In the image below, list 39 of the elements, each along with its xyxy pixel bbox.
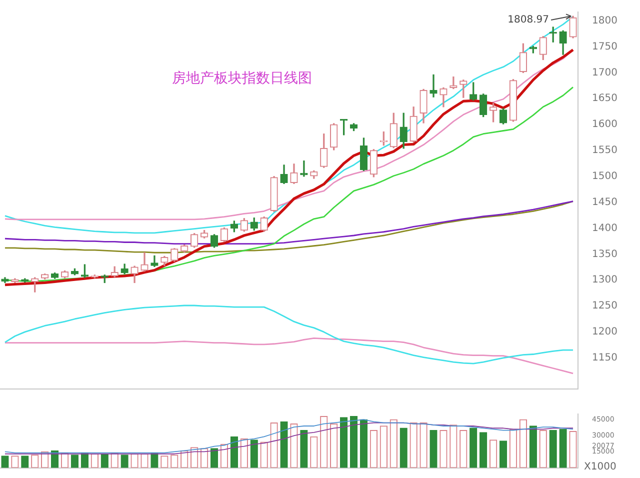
bar bbox=[360, 419, 368, 468]
bar bbox=[549, 430, 557, 468]
bar bbox=[470, 428, 478, 468]
bar bbox=[529, 426, 537, 468]
y-tick-label: 1800 bbox=[592, 15, 618, 26]
bar bbox=[280, 421, 288, 468]
y-tick-label: 1350 bbox=[592, 248, 618, 260]
bar bbox=[150, 452, 158, 468]
bar bbox=[499, 440, 508, 468]
y-tick-label: 1250 bbox=[592, 300, 618, 312]
bar bbox=[480, 432, 488, 468]
annotation: 1808.97 bbox=[508, 14, 550, 26]
y-tick-label: 1650 bbox=[592, 93, 618, 104]
text: 房地产板块指数日线图 bbox=[172, 70, 312, 87]
y-tick-label: 1450 bbox=[592, 196, 618, 208]
bar bbox=[250, 440, 258, 468]
y-tick-label: 1600 bbox=[592, 119, 618, 130]
bar bbox=[70, 454, 79, 468]
y-tick-label: 1300 bbox=[592, 274, 618, 286]
bar bbox=[559, 428, 567, 468]
y-tick-label: 1400 bbox=[592, 222, 618, 234]
bar bbox=[430, 430, 438, 468]
candlestick bbox=[300, 160, 308, 177]
y-tick-label: 1150 bbox=[592, 352, 618, 364]
bar bbox=[210, 448, 218, 468]
bar bbox=[340, 417, 348, 468]
bar bbox=[120, 454, 128, 468]
bar bbox=[230, 436, 238, 468]
candlestick bbox=[430, 74, 438, 98]
bar bbox=[350, 416, 358, 468]
y-tick-label: 1200 bbox=[592, 326, 618, 338]
y-tick-label: 1550 bbox=[592, 145, 618, 156]
y-tick-label: 1500 bbox=[592, 170, 618, 182]
y-tick-label: 1750 bbox=[592, 41, 618, 52]
y-tick-label: 1700 bbox=[592, 67, 618, 78]
bar bbox=[100, 454, 108, 468]
text: X1000 bbox=[584, 461, 616, 472]
bar bbox=[400, 428, 408, 468]
bar bbox=[300, 430, 308, 468]
